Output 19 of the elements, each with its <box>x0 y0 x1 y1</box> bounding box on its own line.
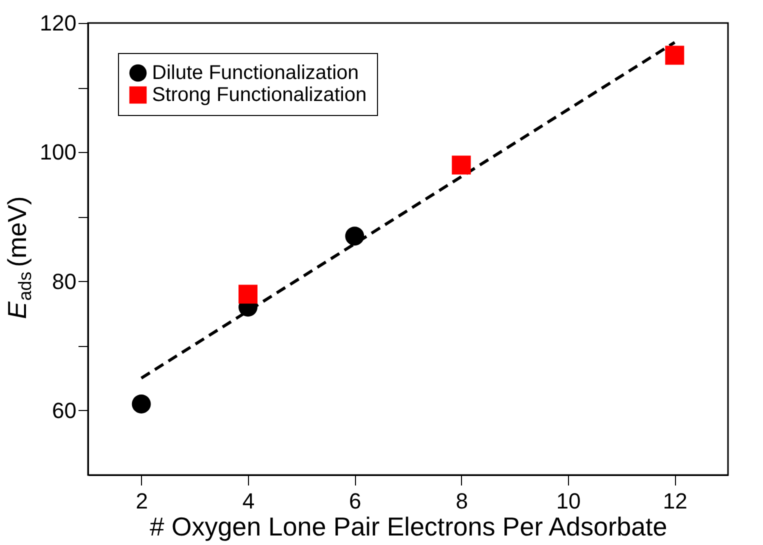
point <box>345 226 364 246</box>
x-tick-label: 2 <box>136 488 148 514</box>
point <box>132 394 151 414</box>
point <box>238 284 258 304</box>
x-tick-label: 6 <box>349 488 362 514</box>
y-tick-label: 60 <box>52 398 76 423</box>
point <box>452 156 471 175</box>
legend-label: Dilute Functionalization <box>152 62 359 84</box>
x-tick-label: 4 <box>242 488 255 514</box>
legend-label: Strong Functionalization <box>152 84 367 106</box>
x-tick-label: 8 <box>456 488 468 514</box>
y-tick-label: 80 <box>52 268 76 294</box>
x-axis-title: # Oxygen Lone Pair Electrons Per Adsorbate <box>150 512 668 542</box>
point <box>665 46 684 65</box>
y-tick-label: 120 <box>40 10 76 36</box>
y-tick-label: 100 <box>40 140 76 165</box>
x-tick-label: 10 <box>556 488 581 514</box>
y-axis-title: Eads (meV) <box>2 196 35 319</box>
x-tick-label: 12 <box>662 488 688 514</box>
